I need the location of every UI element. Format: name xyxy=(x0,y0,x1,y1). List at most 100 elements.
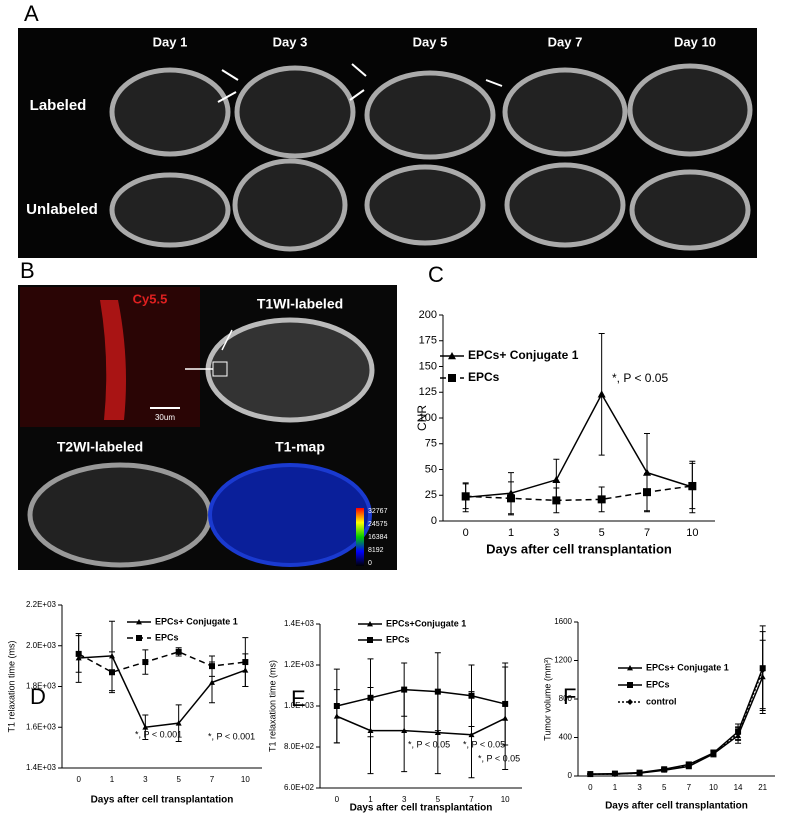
x-axis-label: Days after cell transplantation xyxy=(486,541,672,556)
x-tick-label: 1 xyxy=(508,527,514,539)
marker xyxy=(507,494,515,503)
marker xyxy=(468,692,475,699)
marker xyxy=(109,669,115,676)
x-tick-label: 5 xyxy=(662,783,667,792)
panel-label: A xyxy=(24,1,39,26)
x-tick-label: 0 xyxy=(335,795,340,804)
legend-label: EPCs xyxy=(468,370,500,384)
series-line xyxy=(590,669,764,775)
marker xyxy=(597,390,606,398)
marker xyxy=(552,496,561,505)
y-tick-label: 2.0E+03 xyxy=(26,641,57,650)
x-tick-label: 10 xyxy=(501,795,510,804)
marker xyxy=(136,635,142,641)
annotation: *, P < 0.05 xyxy=(612,371,668,385)
series-line xyxy=(590,676,764,775)
x-axis-label: Days after cell transplantation xyxy=(605,801,748,812)
marker xyxy=(735,730,742,737)
column-label: Day 3 xyxy=(273,34,308,49)
panel-label: B xyxy=(20,258,35,283)
marker xyxy=(643,488,651,497)
y-tick-label: 1.4E+03 xyxy=(284,619,315,628)
quadrant-label: T1WI-labeled xyxy=(257,296,343,312)
x-tick-label: 5 xyxy=(176,775,181,784)
y-tick-label: 1.8E+03 xyxy=(26,682,57,691)
panel-label: E xyxy=(291,686,306,711)
quadrant-label: T2WI-labeled xyxy=(57,439,143,455)
y-axis-label: T1 relaxation time (ms) xyxy=(267,660,277,752)
x-tick-label: 10 xyxy=(709,783,718,792)
x-tick-label: 7 xyxy=(210,775,215,784)
y-tick-label: 75 xyxy=(425,438,437,450)
y-tick-label: 400 xyxy=(559,733,573,742)
x-tick-label: 10 xyxy=(686,527,698,539)
legend-label: EPCs xyxy=(646,679,670,689)
panel-label: C xyxy=(428,262,444,287)
annotation: *, P < 0.05 xyxy=(463,739,505,749)
legend-label: EPCs xyxy=(155,632,179,642)
mri-slice xyxy=(27,462,213,568)
marker xyxy=(636,770,643,777)
row-label: Unlabeled xyxy=(26,201,98,218)
marker xyxy=(333,703,340,709)
x-axis-label: Days after cell transplantation xyxy=(91,795,234,806)
series-line xyxy=(465,392,693,499)
colorbar-label: 32767 xyxy=(368,508,388,515)
legend-label: EPCs+ Conjugate 1 xyxy=(468,348,579,362)
panel-label: D xyxy=(30,684,46,709)
x-tick-label: 1 xyxy=(368,795,373,804)
y-tick-label: 0 xyxy=(568,771,573,780)
quadrant-label: Cy5.5 xyxy=(133,291,168,306)
x-tick-label: 0 xyxy=(76,775,81,784)
x-tick-label: 5 xyxy=(599,527,605,539)
marker xyxy=(434,688,441,695)
arrows xyxy=(217,63,503,103)
marker xyxy=(461,492,470,501)
y-tick-label: 1.6E+03 xyxy=(26,722,57,731)
y-axis-label: T1 relaxation time (ms) xyxy=(6,640,16,732)
y-tick-label: 200 xyxy=(419,309,437,321)
y-tick-label: 1600 xyxy=(554,617,572,626)
y-axis-label: Tumor volume (mm³) xyxy=(542,657,552,741)
x-tick-label: 10 xyxy=(241,775,250,784)
marker xyxy=(175,648,182,655)
series-line xyxy=(465,485,693,502)
y-tick-label: 100 xyxy=(419,412,437,424)
quadrant-label: T1-map xyxy=(275,439,325,455)
fluorescence-band xyxy=(100,300,126,420)
scale-bar-label: 30um xyxy=(155,413,175,422)
legend-label: EPCs+Conjugate 1 xyxy=(386,618,466,628)
legend-label: control xyxy=(646,696,677,706)
mri-slice xyxy=(205,317,375,423)
x-tick-label: 0 xyxy=(588,783,593,792)
y-tick-label: 175 xyxy=(419,335,437,347)
marker xyxy=(142,724,149,730)
y-tick-label: 1.4E+03 xyxy=(26,763,57,772)
marker xyxy=(688,481,697,490)
legend-label: EPCs+ Conjugate 1 xyxy=(646,662,729,672)
series-line xyxy=(78,655,246,729)
x-tick-label: 14 xyxy=(734,783,743,792)
marker xyxy=(209,679,215,685)
marker xyxy=(710,750,717,757)
marker xyxy=(552,475,561,483)
marker xyxy=(401,727,408,733)
column-label: Day 7 xyxy=(548,34,583,49)
legend-label: EPCs+ Conjugate 1 xyxy=(155,616,238,626)
y-axis-label: CNR xyxy=(415,405,429,431)
colorbar xyxy=(356,508,364,566)
y-tick-label: 8.0E+02 xyxy=(284,742,315,751)
series-line xyxy=(590,667,764,775)
row-label: Labeled xyxy=(30,97,87,114)
column-label: Day 1 xyxy=(153,34,188,49)
marker xyxy=(175,720,182,726)
mri-slices xyxy=(109,63,753,252)
panel-label: F xyxy=(563,684,576,709)
x-tick-label: 7 xyxy=(644,527,650,539)
marker xyxy=(661,766,668,773)
marker xyxy=(401,686,408,693)
annotation: *, P < 0.05 xyxy=(478,753,520,763)
marker xyxy=(142,659,149,666)
x-tick-label: 3 xyxy=(402,795,407,804)
